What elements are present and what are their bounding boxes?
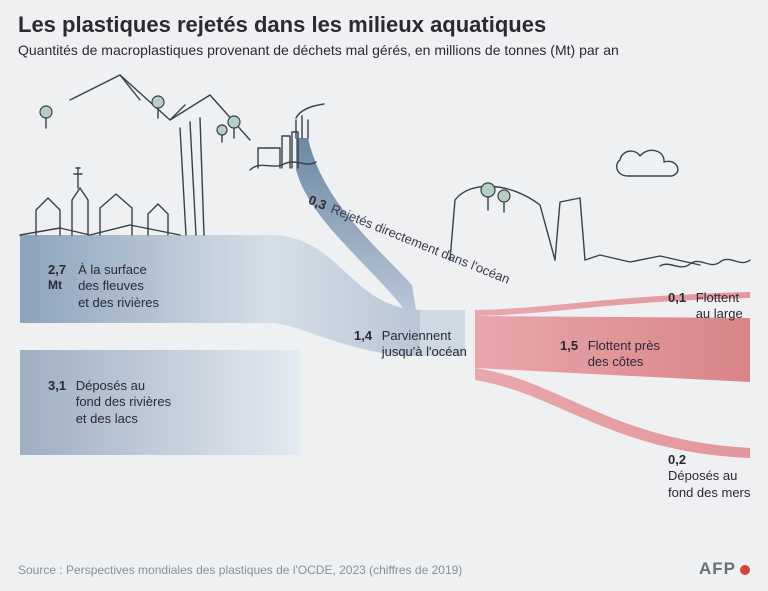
page-subtitle: Quantités de macroplastiques provenant d… [18, 42, 619, 58]
label-surface-rivers: 2,7 Mt À la surface des fleuves et des r… [48, 262, 208, 311]
trees-left [40, 96, 240, 142]
label-reach-ocean: 1,4 Parviennent jusqu'à l'océan [354, 328, 494, 361]
infographic-container: Les plastiques rejetés dans les milieux … [0, 0, 768, 591]
flow-deposit-seabed [475, 368, 750, 458]
page-title: Les plastiques rejetés dans les milieux … [18, 12, 546, 38]
source-text: Source : Perspectives mondiales des plas… [18, 563, 462, 577]
credit-afp: AFP [699, 559, 750, 579]
label-float-coast: 1,5 Flottent près des côtes [560, 338, 720, 371]
label-deposit-riverbed: 3,1 Déposés au fond des rivières et des … [48, 378, 228, 427]
mountain-village-art [20, 75, 250, 235]
coastline-art [450, 150, 750, 267]
label-deposit-seabed: 0,2 Déposés au fond des mers [668, 452, 768, 501]
label-float-offshore: 0,1 Flottent au large [668, 290, 763, 323]
credit-dot-icon [740, 565, 750, 575]
